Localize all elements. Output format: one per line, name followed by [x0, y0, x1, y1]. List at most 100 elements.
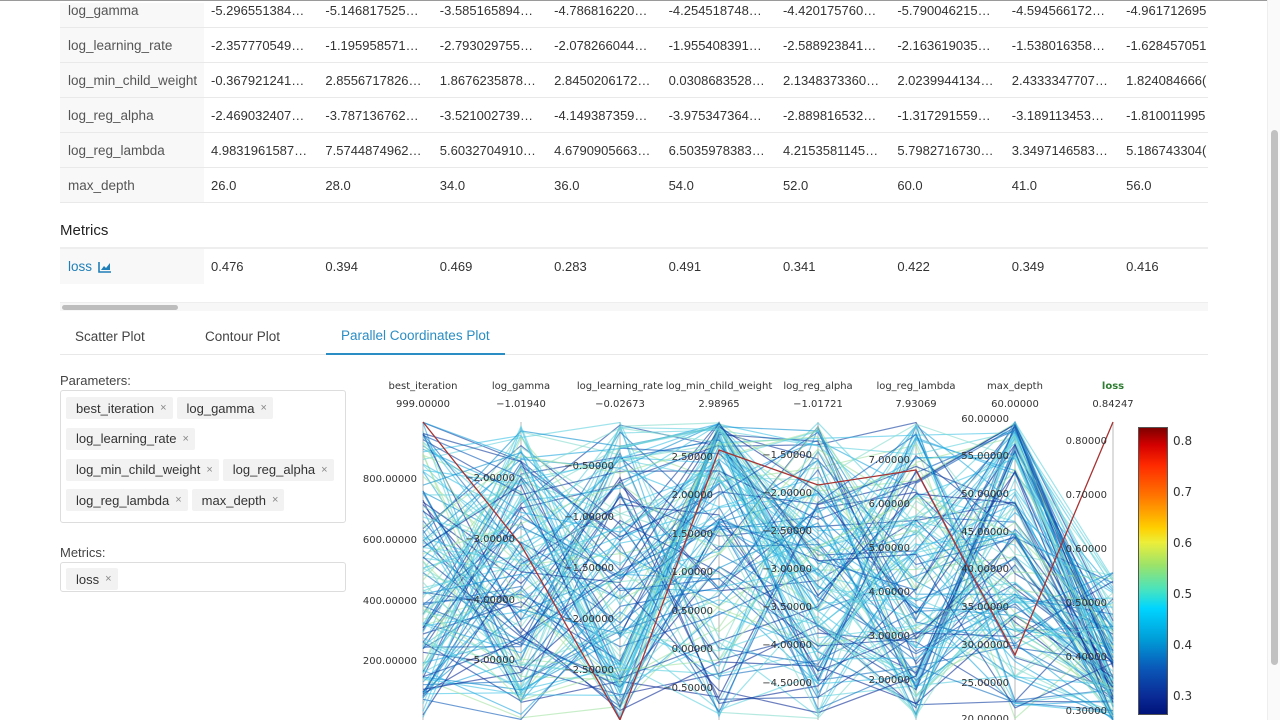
metric-value-cell: 0.394	[325, 259, 358, 274]
axis-tick-label: 6.00000	[868, 499, 910, 510]
remove-chip-icon[interactable]: ×	[160, 402, 167, 414]
selected-chip: log_min_child_weight ×	[66, 458, 219, 481]
param-value-cell: -1.810011995	[1126, 107, 1206, 123]
tab-contour-plot[interactable]: Contour Plot	[205, 329, 281, 344]
param-value-cell: 2.4333347707…	[1011, 72, 1108, 88]
axis-tick-label: −0.50000	[663, 683, 713, 694]
param-value-cell: -2.889816532…	[782, 107, 877, 123]
chip-label: max_depth	[201, 492, 266, 508]
axis-tick-label: −5.00000	[465, 655, 515, 666]
plot-canvas[interactable]	[355, 375, 1205, 720]
param-value-cell: 4.9831961587…	[211, 142, 308, 158]
parallel-coordinates-plot[interactable]: best_iteration 999.00000 800.00000 600.0000…	[355, 375, 1205, 720]
chip-label: loss	[76, 571, 100, 587]
colorbar-tick-label: 0.6	[1173, 536, 1193, 550]
colorbar-tick-label: 0.4	[1173, 638, 1193, 652]
axis-tick-label: −2.00000	[465, 473, 515, 484]
axis-tick-label: 2.50000	[671, 452, 713, 463]
axis-label: log_gamma	[491, 381, 551, 392]
metric-name[interactable]: loss	[68, 259, 93, 274]
param-value-cell: -4.254518748…	[668, 3, 762, 18]
param-value-cell: 5.7982716730…	[897, 142, 994, 158]
param-value-cell: 56.0	[1126, 177, 1152, 193]
remove-chip-icon[interactable]: ×	[272, 494, 279, 507]
param-value-cell: -3.787136762…	[325, 107, 419, 123]
metrics-label: Metrics:	[60, 545, 106, 560]
axis-label: best_iteration	[388, 381, 458, 392]
axis-tick-label: −1.00000	[564, 512, 614, 523]
param-value-cell: 2.1348373360…	[782, 72, 880, 88]
horizontal-scrollbar-thumb[interactable]	[62, 305, 178, 310]
param-value-cell: -5.790046215…	[897, 3, 991, 18]
table-row: log_gamma -5.296551384… -5.146817525… -3.58…	[60, 0, 1208, 28]
param-value-cell: -4.786816220…	[554, 3, 648, 18]
axis-label: log_learning_rate	[576, 381, 664, 392]
param-name-cell: log_learning_rate	[60, 28, 204, 62]
vertical-scrollbar[interactable]	[1267, 0, 1280, 720]
chip-label: log_gamma	[186, 400, 255, 416]
remove-chip-icon[interactable]: ×	[182, 432, 189, 445]
param-value-cell: 36.0	[554, 177, 580, 193]
horizontal-scrollbar[interactable]	[60, 302, 1208, 311]
axis-label: max_depth	[987, 381, 1043, 392]
axis-tick-label: 0.50000	[671, 606, 713, 617]
table-row: log_reg_alpha -2.469032407… -3.787136762… -…	[60, 98, 1208, 133]
metric-value-cell: 0.349	[1011, 259, 1045, 274]
axis-tick-label: −3.00000	[762, 564, 812, 575]
axis-tick-label: 800.00000	[362, 474, 417, 485]
vertical-scrollbar-thumb[interactable]	[1271, 130, 1278, 665]
param-value-cell: 1.8676235878…	[439, 72, 536, 88]
param-name-cell: log_reg_lambda	[60, 133, 204, 167]
metrics-table: loss 0.476 0.394 0.469 0.283 0.491 0.341 0.422 0…	[60, 247, 1208, 284]
axis-tick-label: 20.00000	[961, 714, 1009, 720]
axis-tick-label: 40.00000	[961, 564, 1009, 575]
param-value-cell: 2.8556717826…	[325, 72, 422, 88]
param-value-cell: 0.0308683528…	[668, 72, 765, 88]
param-value-cell: -3.975347364…	[668, 107, 762, 123]
remove-chip-icon[interactable]: ×	[260, 402, 267, 414]
axis-tick-label: −2.00000	[762, 488, 812, 499]
selected-chip: log_reg_lambda ×	[66, 489, 188, 512]
param-value-cell: -4.594566172…	[1011, 3, 1105, 18]
param-value-cell: 2.0239944134…	[897, 72, 994, 88]
axis-tick-label: 0.00000	[671, 644, 713, 655]
selected-chip: best_iteration ×	[66, 397, 173, 419]
remove-chip-icon[interactable]: ×	[175, 494, 182, 507]
param-value-cell: 52.0	[782, 177, 809, 193]
metric-name-link[interactable]: loss	[60, 249, 204, 284]
remove-chip-icon[interactable]: ×	[206, 463, 213, 476]
plot-tabs: Scatter Plot Contour Plot Parallel Coord…	[60, 318, 1208, 355]
axis-tick-label: −3.50000	[762, 602, 812, 613]
axis-tick-label: 50.00000	[961, 489, 1009, 500]
param-name-cell: log_gamma	[60, 3, 204, 27]
param-name-cell: max_depth	[60, 168, 204, 202]
tab-parallel-coordinates-plot[interactable]: Parallel Coordinates Plot	[326, 318, 505, 355]
parameters-table: log_gamma -5.296551384… -5.146817525… -3.58…	[60, 0, 1208, 203]
param-value-cell: 41.0	[1011, 177, 1038, 193]
param-value-cell: -3.585165894…	[439, 3, 534, 18]
tab-scatter-plot[interactable]: Scatter Plot	[75, 329, 145, 344]
axis-tick-label: 0.50000	[1065, 598, 1107, 609]
param-value-cell: -2.163619035…	[897, 37, 991, 53]
axis-tick-label: 4.00000	[868, 587, 910, 598]
axis-tick-label: 200.00000	[362, 656, 417, 667]
parameters-multiselect[interactable]: best_iteration × log_gamma × log_learning_ra…	[60, 390, 346, 523]
colorbar-tick-label: 0.3	[1173, 689, 1193, 703]
param-value-cell: -5.296551384…	[211, 3, 305, 18]
axis-tick-label: 5.00000	[868, 543, 910, 554]
table-row: loss 0.476 0.394 0.469 0.283 0.491 0.341 0.422 0…	[60, 249, 1208, 284]
axis-tick-label: 30.00000	[961, 640, 1009, 651]
axis-tick-label: −4.00000	[762, 640, 812, 651]
axis-tick-label: 1.50000	[671, 529, 713, 540]
axis-tick-label: 60.00000	[961, 414, 1009, 425]
line-chart-icon[interactable]	[98, 261, 112, 273]
param-value-cell: -2.078266044…	[554, 37, 648, 53]
param-value-cell: -2.469032407…	[211, 107, 305, 123]
metrics-multiselect[interactable]: loss ×	[60, 562, 346, 592]
param-value-cell: 3.3497146583…	[1011, 142, 1108, 158]
metric-value-cell: 0.491	[668, 259, 702, 274]
remove-chip-icon[interactable]: ×	[321, 463, 328, 476]
axis-max-value: −1.01721	[793, 399, 843, 410]
colorbar-tick-label: 0.8	[1173, 434, 1193, 448]
remove-chip-icon[interactable]: ×	[105, 573, 112, 585]
